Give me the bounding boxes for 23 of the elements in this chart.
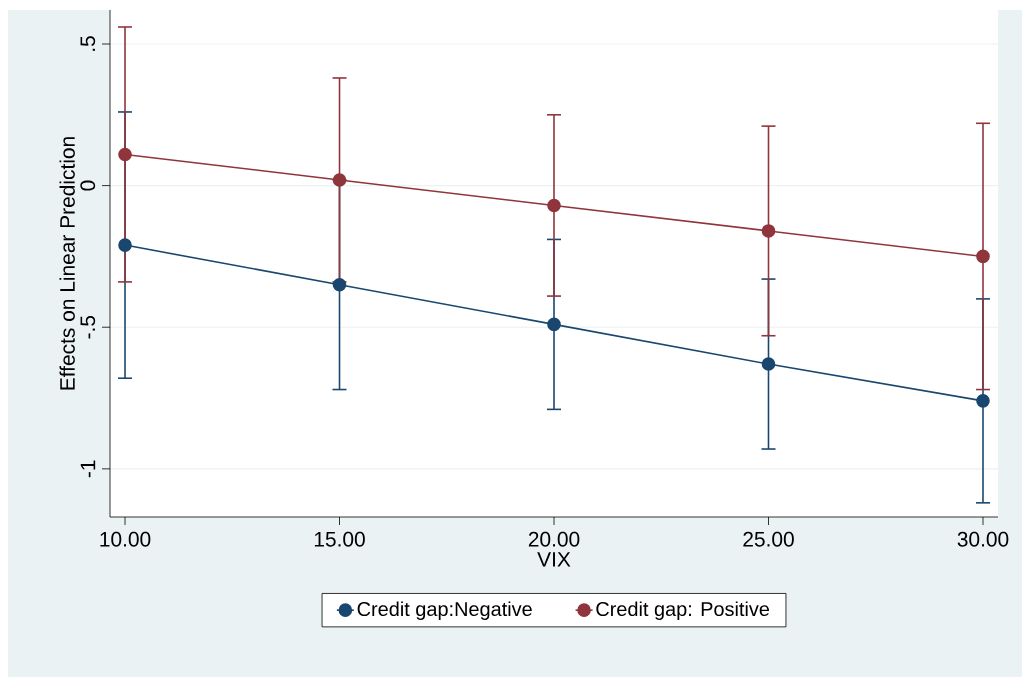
x-tick-label: 25.00	[743, 531, 794, 547]
x-tick-label: 30.00	[957, 531, 1009, 547]
x-tick-label: 15.00	[314, 531, 365, 547]
point	[332, 173, 347, 187]
y-tick-label: 0	[80, 180, 96, 191]
y-axis-title: Effects on Linear Prediction	[59, 137, 75, 390]
point	[976, 394, 990, 408]
y-tick-label: -1	[80, 460, 96, 478]
point	[332, 277, 347, 292]
legend-label: Credit gap:Negative	[357, 601, 532, 621]
point	[118, 238, 132, 252]
x-tick-label: 10.00	[100, 531, 151, 547]
point	[547, 317, 561, 332]
x-tick-label: 20.00	[528, 531, 580, 547]
y-tick-label: -.5	[80, 315, 96, 339]
point	[118, 147, 132, 162]
point	[761, 357, 776, 371]
point	[547, 198, 561, 213]
y-tick-label: .5	[80, 36, 96, 51]
point	[761, 224, 776, 238]
legend-label: Credit gap: Positive	[596, 601, 770, 621]
x-axis-title: VIX	[537, 552, 571, 567]
point	[976, 249, 990, 264]
